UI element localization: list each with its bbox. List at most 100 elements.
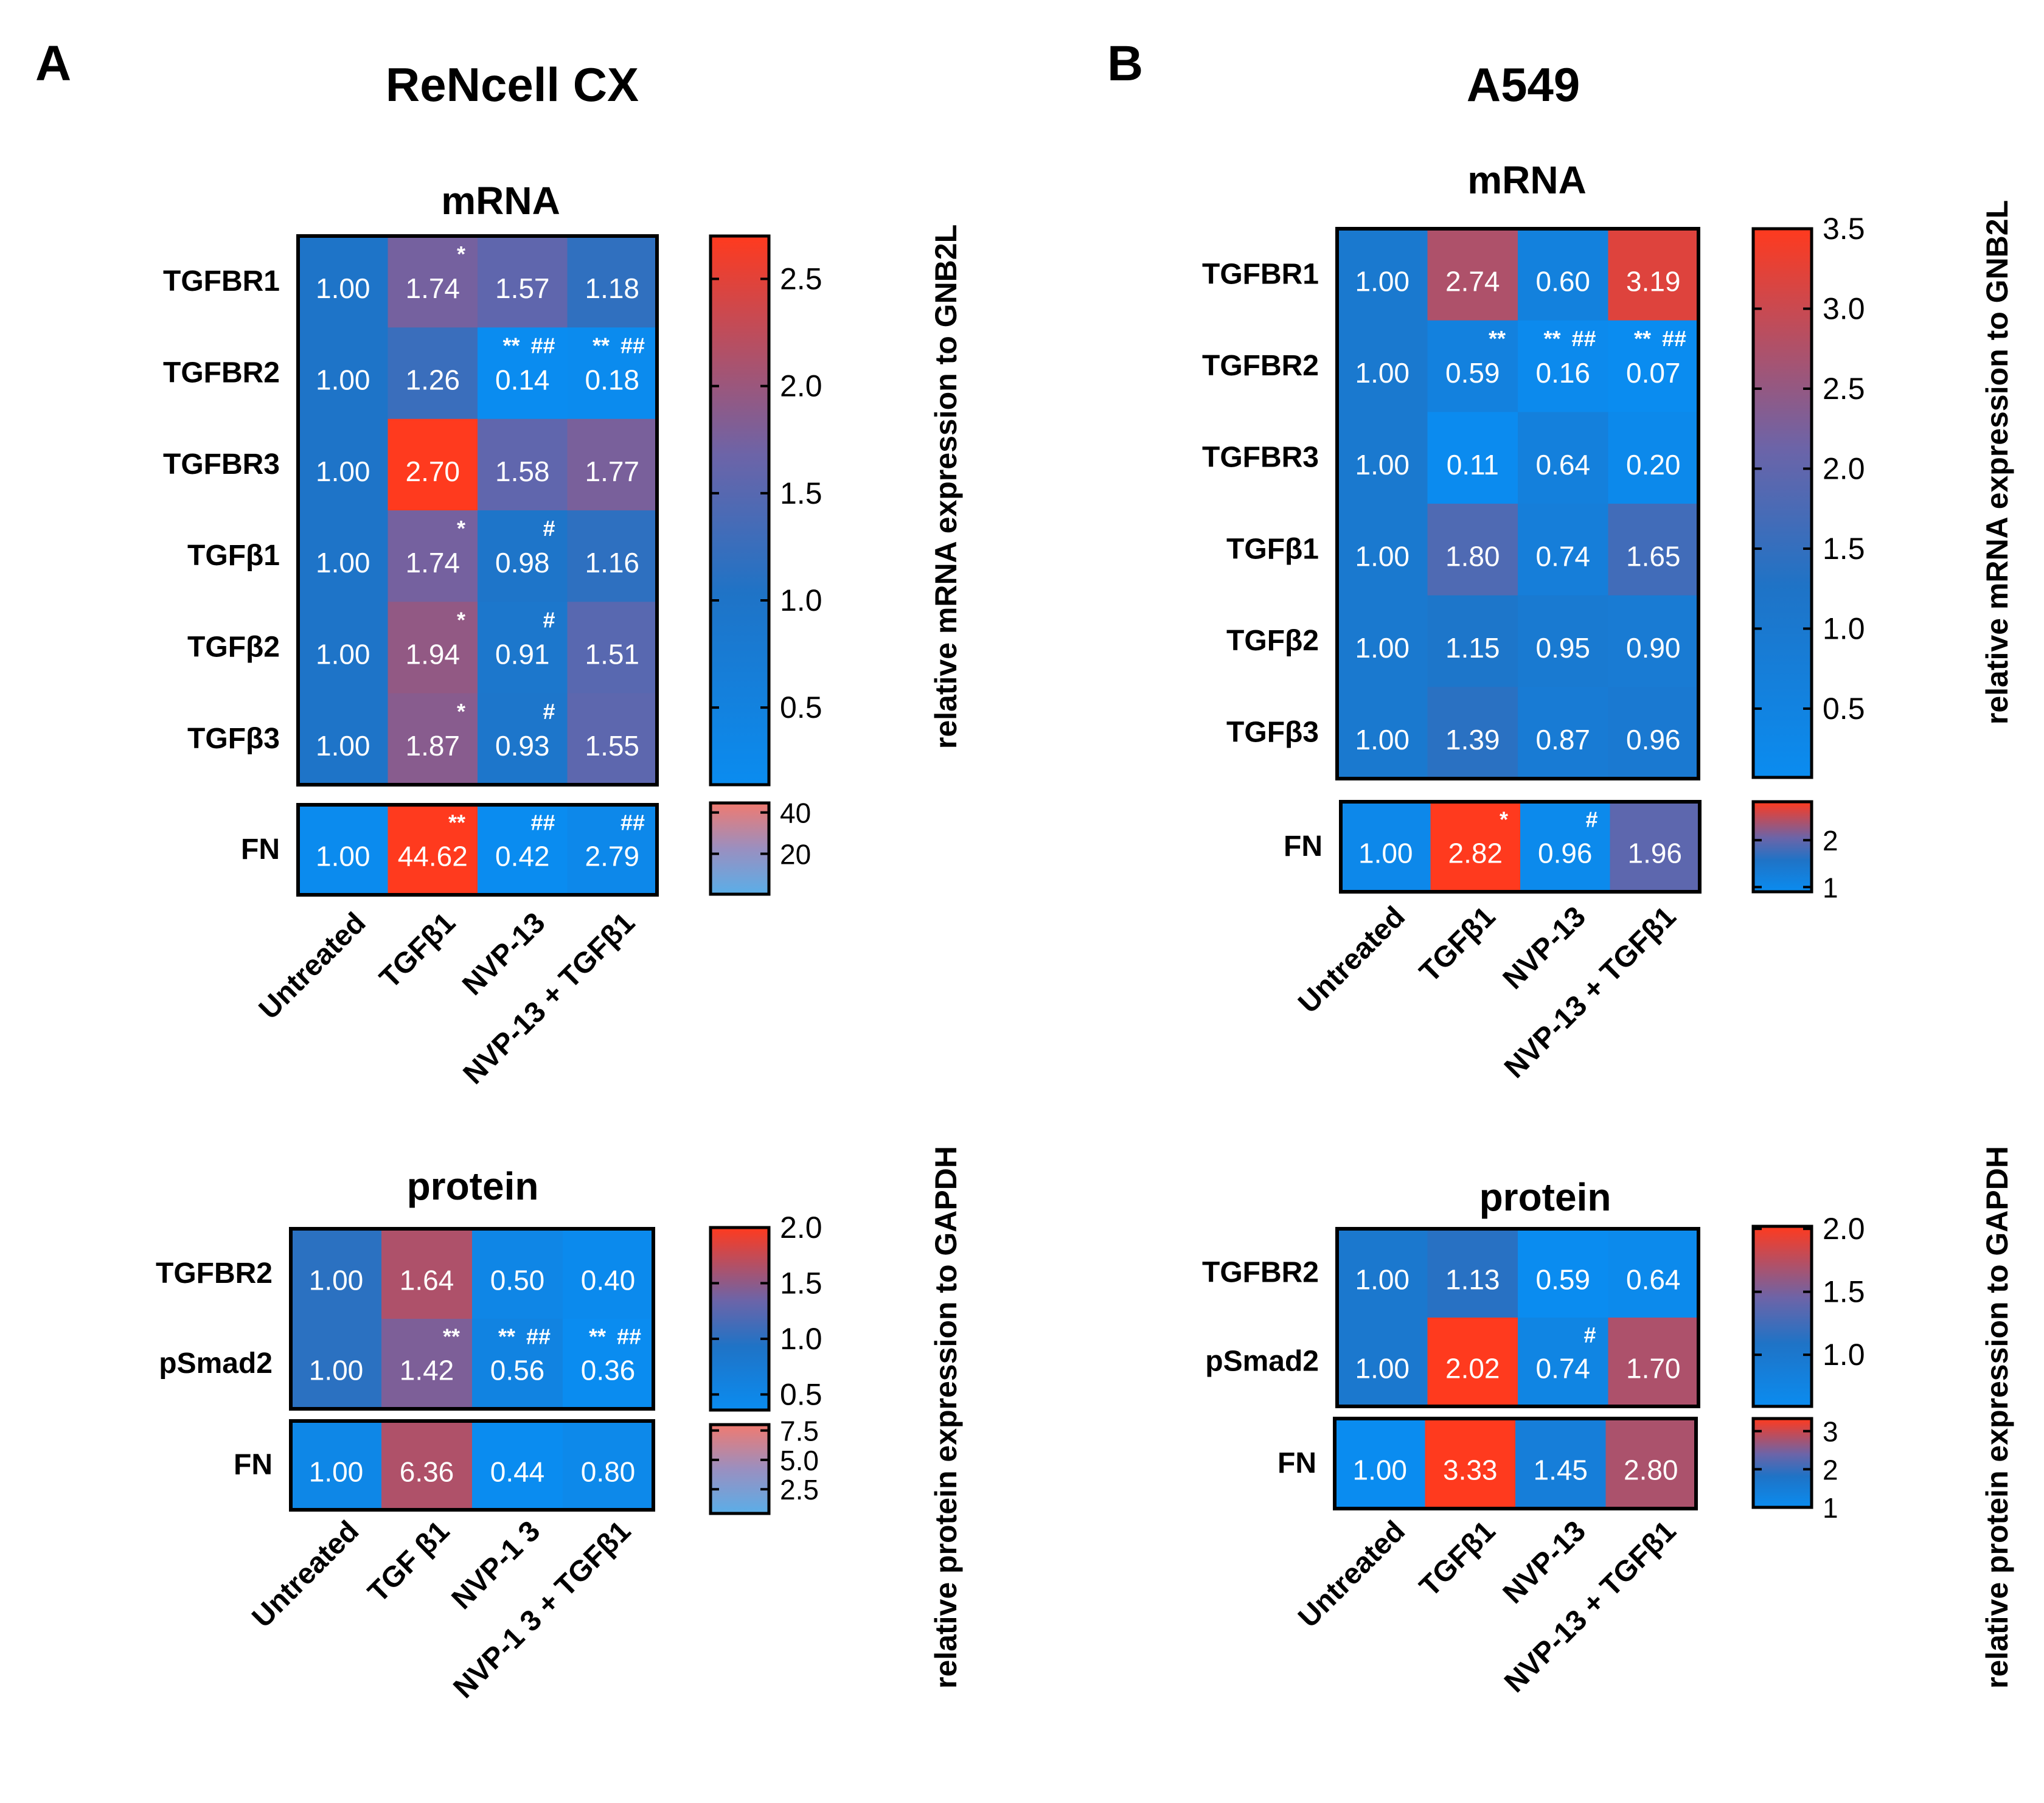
a-mrna-value-r2-c2: 1.58 xyxy=(495,456,550,487)
colorbar-label-a-mrna: relative mRNA expression to GNB2L xyxy=(929,224,963,749)
a-mrna-value-r0-c0: 1.00 xyxy=(316,273,370,304)
b-mrna-cell-r5-c0 xyxy=(1337,687,1428,779)
a-protein-col-label-1: TGF β1 xyxy=(362,1515,456,1608)
a-protein-value-r0-c2: 0.50 xyxy=(490,1265,545,1296)
b-mrna-cell-r1-c1 xyxy=(1427,320,1518,412)
a-mrna-cell-r3-c2 xyxy=(478,510,568,602)
a-protein-value-r0-c0: 1.00 xyxy=(309,1265,364,1296)
cb-a-protein-bar xyxy=(709,1226,771,1412)
b-protein-value-r0-c1: 1.13 xyxy=(1445,1263,1500,1295)
a-mrna-value-r0-c2: 1.57 xyxy=(495,273,550,304)
colorbar-a-protein-fn: 7.55.02.5 xyxy=(709,1416,819,1515)
b-protein-fn-row-label-0: FN xyxy=(1278,1447,1316,1479)
a-mrna-cell-r5-c1 xyxy=(388,693,478,785)
a-protein-value-r0-c1: 1.64 xyxy=(400,1265,454,1296)
b-mrna-value-r1-c2: 0.16 xyxy=(1535,357,1590,389)
a-mrna-cell-r1-c1 xyxy=(388,327,478,420)
a-protein-fn-value-r0-c2: 0.44 xyxy=(490,1456,545,1487)
a-mrna-value-r0-c3: 1.18 xyxy=(585,273,639,304)
b-protein-col-label-2: NVP-13 xyxy=(1497,1515,1592,1610)
heatmap-b-mrna: 1.00 2.74 0.60 3.19 TGFBR1 1.00 0.59 ** 0.16 ** #… xyxy=(1202,227,1700,780)
a-mrna-value-r2-c3: 1.77 xyxy=(585,456,639,487)
a-mrna-fn-value-r0-c3: 2.79 xyxy=(585,841,639,872)
cb-a-protein-tick-label-3: 0.5 xyxy=(780,1377,822,1411)
cb-b-protein-bar xyxy=(1751,1225,1813,1408)
a-mrna-sig-r4-c1: * xyxy=(457,607,465,632)
b-protein-sig-r1-c2: # xyxy=(1583,1322,1596,1347)
colorbar-b-protein-fn: 3 2 1 xyxy=(1751,1416,1838,1524)
b-mrna-fn-sig-r0-c1: * xyxy=(1500,807,1508,832)
cb-b-protein-fn-tick-label-1: 2 xyxy=(1823,1454,1838,1485)
a-protein-row-label-0: TGFBR2 xyxy=(156,1257,273,1290)
b-mrna-value-r0-c2: 0.60 xyxy=(1535,265,1590,297)
a-mrna-sig-r3-c2: # xyxy=(543,516,555,541)
a-mrna-cell-r0-c2 xyxy=(478,236,568,328)
b-protein-value-r0-c0: 1.00 xyxy=(1355,1263,1410,1295)
panel-letter-b: B xyxy=(1107,36,1143,91)
b-protein-cell-r0-c2 xyxy=(1518,1229,1608,1318)
cb-a-mrna-fn-tick-label-1: 20 xyxy=(780,839,811,870)
b-mrna-row-label-0: TGFBR1 xyxy=(1202,258,1319,290)
a-mrna-fn-sig-r0-c1: ** xyxy=(448,810,465,835)
panel-title-a: ReNcell CX xyxy=(386,58,639,111)
a-mrna-cell-r3-c1 xyxy=(388,510,478,602)
panel-letter-a: A xyxy=(35,36,71,91)
a-mrna-value-r0-c1: 1.74 xyxy=(405,273,460,304)
b-mrna-cell-r4-c0 xyxy=(1337,595,1428,687)
b-protein-cell-r1-c1 xyxy=(1427,1318,1518,1407)
b-mrna-row-label-4: TGFβ2 xyxy=(1226,625,1319,657)
b-protein-cell-r1-c2 xyxy=(1518,1318,1608,1407)
a-mrna-value-r1-c1: 1.26 xyxy=(405,364,460,396)
a-protein-fn-border xyxy=(289,1419,655,1512)
b-mrna-value-r0-c3: 3.19 xyxy=(1626,265,1681,297)
a-mrna-cell-r2-c3 xyxy=(567,419,658,511)
a-mrna-cell-r4-c2 xyxy=(478,602,568,694)
b-protein-fn-border xyxy=(1333,1417,1698,1510)
a-protein-cell-r1-c3 xyxy=(563,1319,654,1409)
b-mrna-border xyxy=(1335,227,1700,780)
b-mrna-cell-r1-c3 xyxy=(1608,320,1699,412)
cb-b-mrna-tick-label-5: 1.0 xyxy=(1823,611,1865,645)
b-protein-cell-r0-c1 xyxy=(1427,1229,1518,1318)
subtitle-a-protein: protein xyxy=(407,1164,539,1208)
a-mrna-cell-r2-c1 xyxy=(388,419,478,511)
b-mrna-value-r5-c1: 1.39 xyxy=(1445,724,1500,756)
b-mrna-cell-r4-c3 xyxy=(1608,595,1699,687)
b-protein-cell-r1-c3 xyxy=(1608,1318,1699,1407)
a-mrna-value-r4-c0: 1.00 xyxy=(316,639,370,670)
a-mrna-sig-r0-c1: * xyxy=(457,241,465,266)
cb-b-mrna-fn-bar xyxy=(1751,800,1813,894)
a-mrna-fn-cell-r0-c3 xyxy=(567,805,658,895)
b-mrna-fn-cell-r0-c2 xyxy=(1520,802,1610,892)
a-mrna-fn-cell-r0-c1 xyxy=(388,805,478,895)
a-mrna-sig-r5-c2: # xyxy=(543,699,555,724)
b-protein-col-label-0: Untreated xyxy=(1292,1515,1411,1634)
a-mrna-fn-value-r0-c1: 44.62 xyxy=(398,841,468,872)
a-protein-cell-r0-c2 xyxy=(472,1229,563,1319)
cb-b-mrna-tick-label-2: 2.5 xyxy=(1823,372,1865,406)
a-mrna-col-label-1: TGFβ1 xyxy=(374,906,462,995)
b-mrna-cell-r4-c1 xyxy=(1427,595,1518,687)
b-mrna-col-label-0: Untreated xyxy=(1292,900,1411,1020)
b-mrna-value-r1-c1: 0.59 xyxy=(1445,357,1500,389)
a-protein-col-label-0: Untreated xyxy=(246,1515,365,1634)
cb-a-mrna-bar xyxy=(709,234,771,787)
a-protein-sig-r1-c3: ** ## xyxy=(589,1324,641,1349)
cb-a-protein-fn-tick-label-2: 2.5 xyxy=(780,1474,819,1506)
a-mrna-value-r4-c3: 1.51 xyxy=(585,639,639,670)
b-mrna-fn-row-label-0: FN xyxy=(1284,830,1323,863)
colorbar-b-mrna-fn: 21 xyxy=(1751,800,1838,903)
cb-a-protein-fn-bar xyxy=(709,1423,771,1515)
a-mrna-row-label-2: TGFBR3 xyxy=(163,448,280,481)
colorbar-label-a-protein: relative protein expression to GAPDH xyxy=(929,1146,963,1689)
cb-a-mrna-tick-label-4: 0.5 xyxy=(780,690,822,724)
a-mrna-fn-cell-r0-c2 xyxy=(478,805,568,895)
b-mrna-value-r3-c0: 1.00 xyxy=(1355,540,1410,572)
b-protein-fn-value-r0-c2: 1.45 xyxy=(1533,1454,1588,1486)
colorbar-b-protein: 2.0 1.5 1.0 xyxy=(1751,1212,1865,1408)
panel-title-b: A549 xyxy=(1467,58,1580,111)
a-protein-cell-r1-c1 xyxy=(381,1319,473,1409)
